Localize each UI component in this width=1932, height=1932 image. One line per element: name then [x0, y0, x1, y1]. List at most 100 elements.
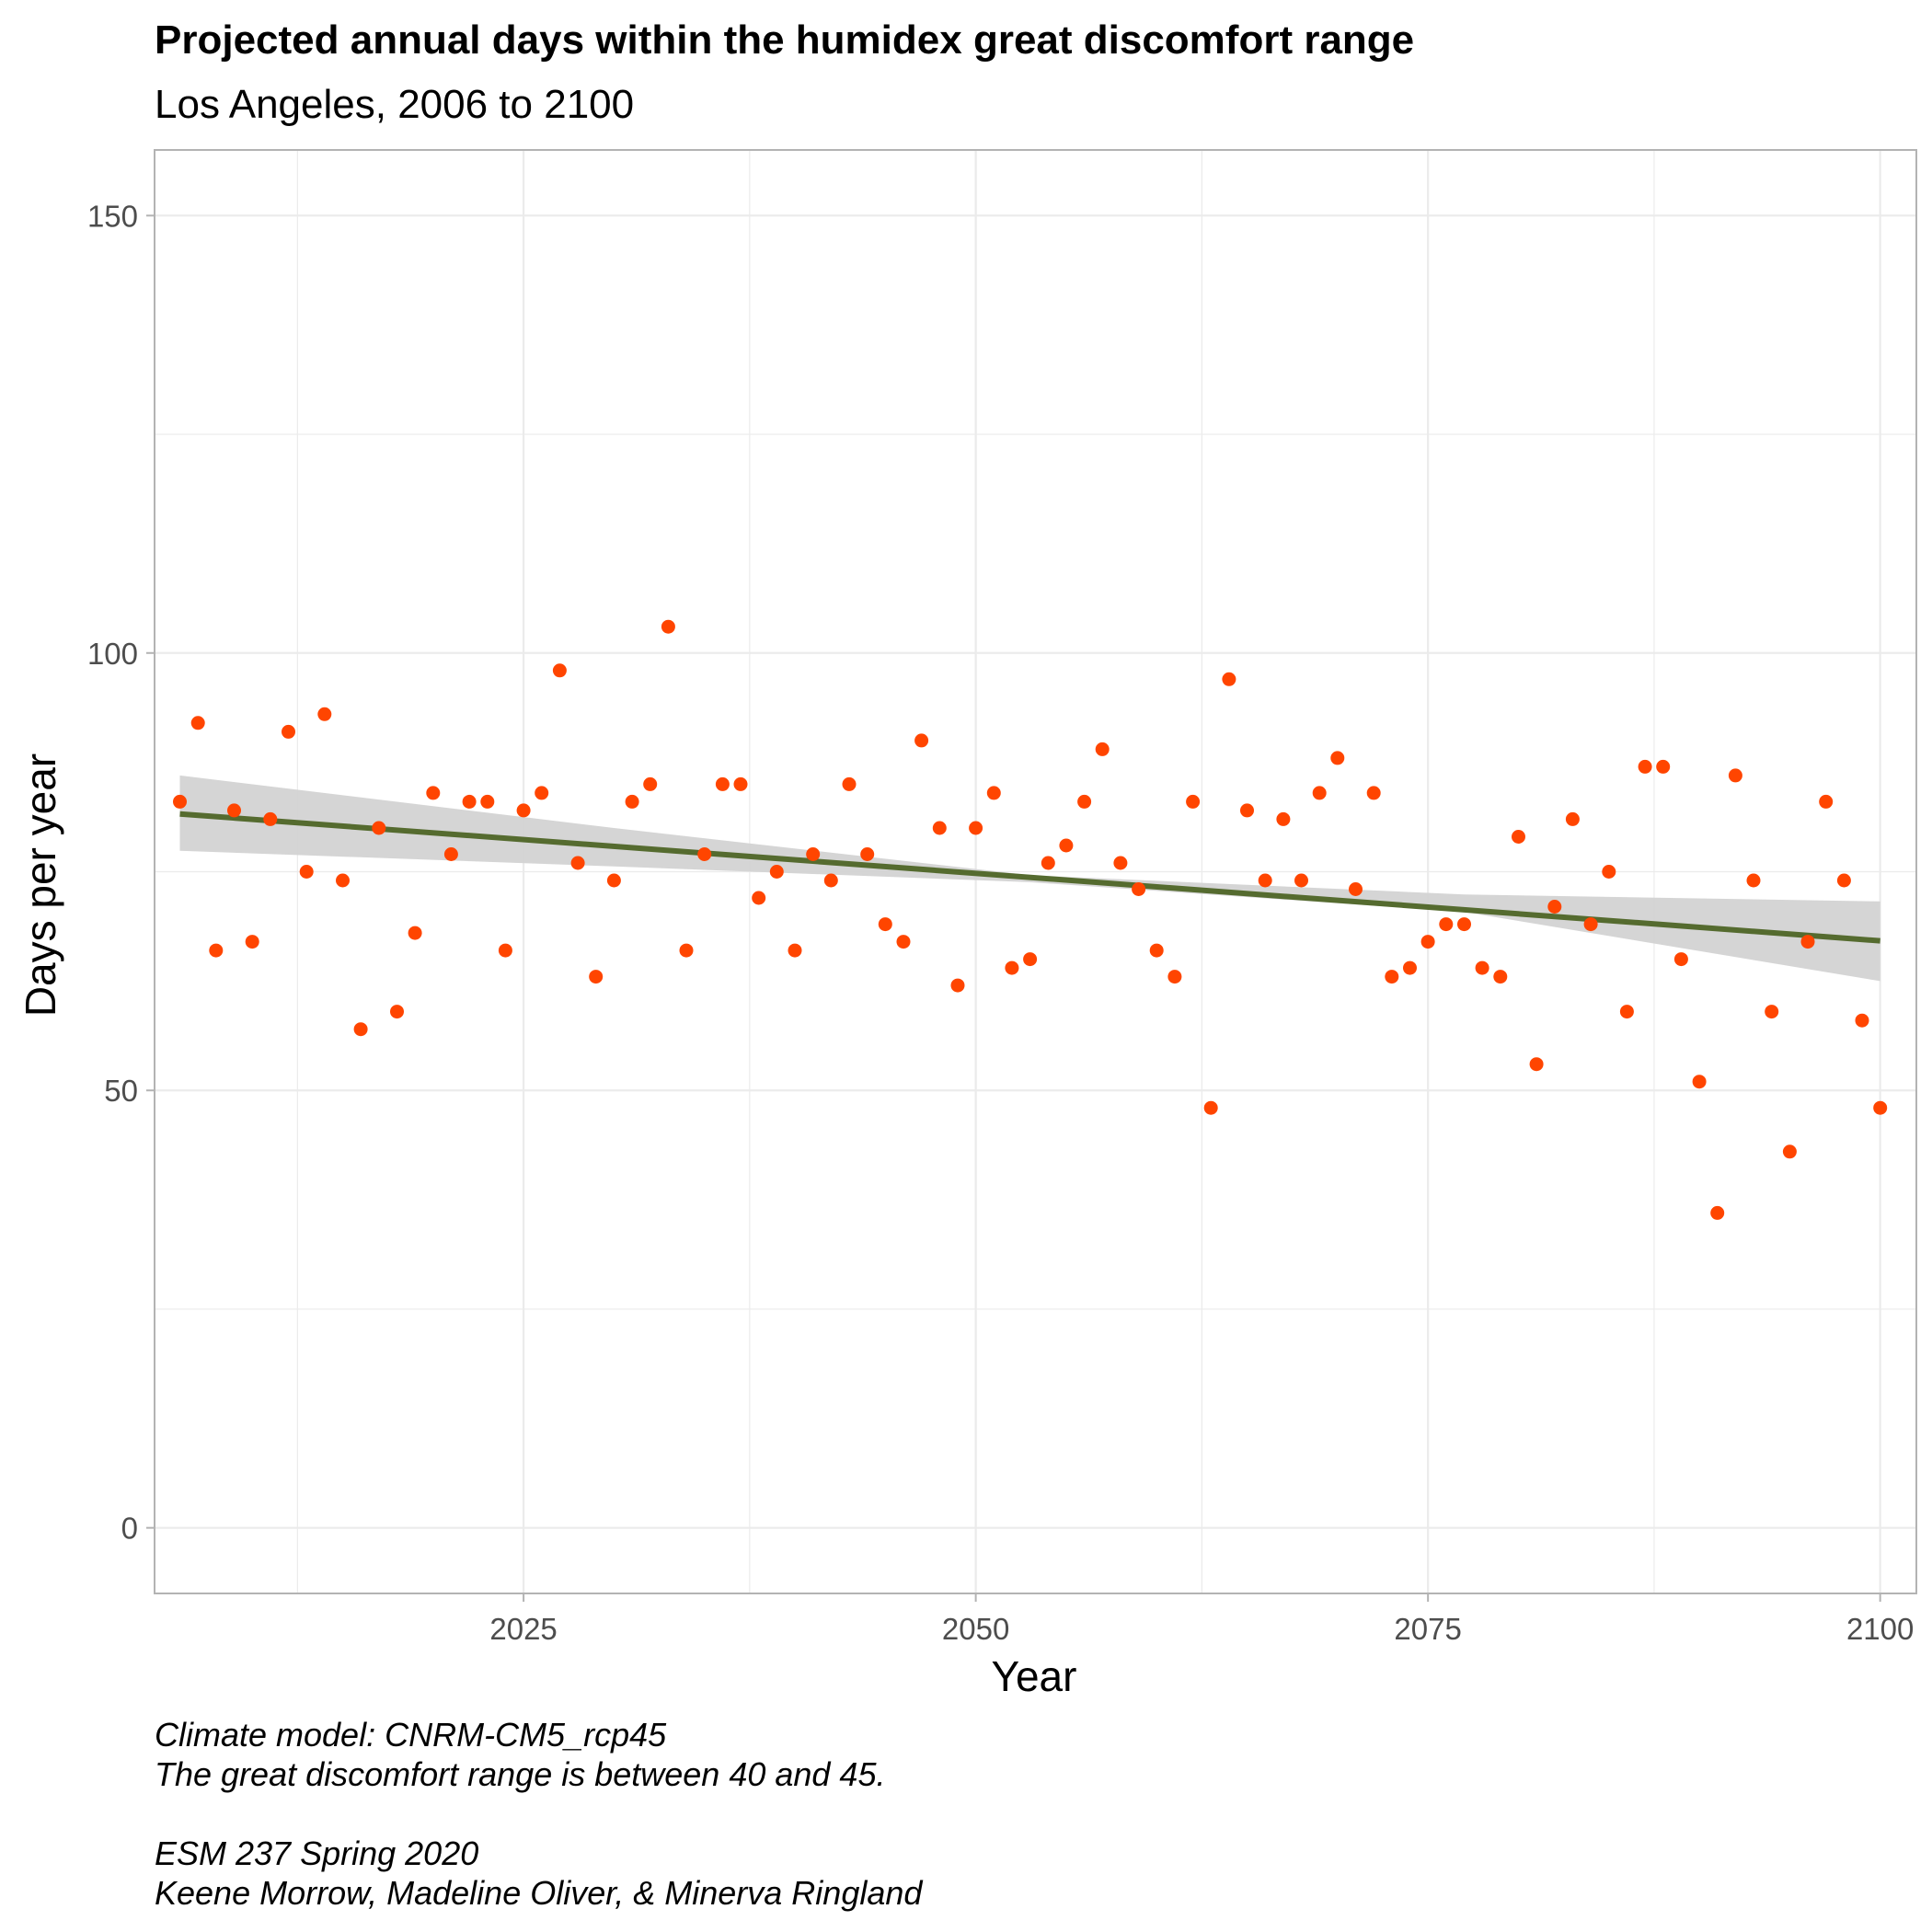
data-point	[896, 935, 911, 949]
data-point	[1059, 838, 1074, 853]
data-point	[1836, 873, 1851, 888]
data-point	[1186, 794, 1201, 809]
data-point	[1602, 865, 1616, 879]
data-point	[1005, 960, 1019, 975]
y-tick-label: 150	[87, 199, 138, 233]
y-tick-label: 50	[104, 1074, 138, 1108]
data-point	[1529, 1057, 1544, 1072]
panel-border	[154, 149, 1917, 1594]
data-point	[878, 917, 892, 932]
x-tick-label: 2050	[942, 1612, 1009, 1646]
y-tick-label: 100	[87, 637, 138, 671]
data-point	[317, 707, 332, 721]
data-point	[1203, 1100, 1218, 1115]
grid-lines	[155, 150, 1916, 1593]
data-point	[1710, 1205, 1725, 1220]
data-point	[1349, 882, 1363, 896]
data-point	[860, 847, 875, 861]
data-point	[336, 873, 350, 888]
data-point	[986, 786, 1001, 800]
data-point	[443, 847, 458, 861]
data-point	[1403, 960, 1417, 975]
data-point	[1132, 882, 1146, 896]
data-point	[173, 794, 187, 809]
trend-line	[179, 811, 1880, 944]
data-point	[245, 935, 259, 949]
data-point	[1222, 672, 1236, 686]
data-point	[263, 811, 278, 826]
data-point	[1457, 917, 1471, 932]
data-point	[299, 865, 314, 879]
data-point	[1330, 751, 1345, 765]
x-tick-label: 2100	[1846, 1612, 1914, 1646]
data-point	[1475, 960, 1489, 975]
data-point	[1312, 786, 1327, 800]
data-point	[1385, 970, 1399, 984]
data-point	[769, 865, 784, 879]
data-point	[1240, 803, 1254, 818]
data-point	[1167, 970, 1182, 984]
data-point	[227, 803, 241, 818]
x-tick-label: 2025	[489, 1612, 557, 1646]
data-point	[1149, 943, 1164, 958]
data-point	[1583, 917, 1598, 932]
data-point	[498, 943, 512, 958]
data-point	[1294, 873, 1308, 888]
data-point	[1366, 786, 1381, 800]
data-point	[661, 619, 675, 634]
data-point	[516, 803, 531, 818]
data-point	[552, 663, 567, 678]
data-point	[1420, 935, 1435, 949]
data-point	[752, 891, 766, 905]
data-point	[788, 943, 802, 958]
data-point	[1638, 759, 1652, 774]
trend-line-layer	[179, 811, 1880, 944]
data-point	[570, 856, 585, 870]
data-point	[1493, 970, 1508, 984]
data-point	[282, 724, 295, 739]
data-point	[715, 776, 730, 791]
caption-line: Climate model: CNRM-CM5_rcp45	[155, 1716, 667, 1754]
y-tick-label: 0	[121, 1512, 138, 1546]
data-point	[353, 1022, 368, 1037]
data-point	[462, 794, 477, 809]
data-point	[914, 733, 929, 748]
axis-ticks: 0 50 100 150 2025 2050 2075 2100	[87, 199, 1914, 1646]
data-point	[190, 716, 205, 730]
data-point	[535, 786, 549, 800]
data-point	[1041, 856, 1055, 870]
y-axis-title: Days per year	[17, 753, 64, 1017]
chart-subtitle: Los Angeles, 2006 to 2100	[155, 82, 634, 127]
chart-title: Projected annual days within the humidex…	[155, 17, 1414, 63]
data-point	[932, 821, 947, 835]
data-point	[390, 1005, 404, 1019]
caption-line: ESM 237 Spring 2020	[155, 1834, 478, 1872]
data-point	[1095, 742, 1110, 756]
data-point	[1656, 759, 1671, 774]
data-point	[969, 821, 983, 835]
caption-line: The great discomfort range is between 40…	[155, 1755, 885, 1793]
data-point	[1873, 1100, 1888, 1115]
data-point	[1728, 768, 1742, 783]
data-point	[733, 776, 748, 791]
data-point	[950, 978, 965, 993]
data-point	[643, 776, 658, 791]
data-point	[1512, 830, 1525, 844]
data-point	[1819, 794, 1834, 809]
data-point	[1258, 873, 1272, 888]
data-point	[1746, 873, 1761, 888]
data-point	[1673, 952, 1688, 967]
data-point	[1565, 811, 1580, 826]
x-axis-title: Year	[992, 1652, 1077, 1700]
data-point	[842, 776, 857, 791]
data-point	[679, 943, 694, 958]
data-point	[1547, 900, 1562, 914]
data-point	[806, 847, 821, 861]
scatter-points	[173, 619, 1888, 1220]
data-point	[625, 794, 639, 809]
data-point	[1619, 1005, 1634, 1019]
data-point	[209, 943, 224, 958]
data-point	[697, 847, 712, 861]
